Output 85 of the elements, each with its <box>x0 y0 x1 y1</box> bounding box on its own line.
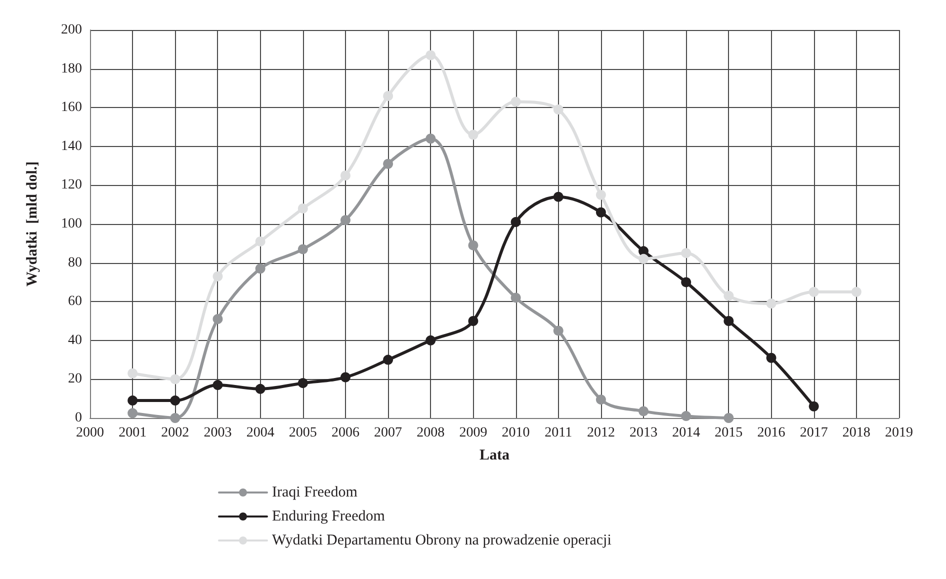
point <box>298 378 308 388</box>
y-axis-title: Wydatki [mld dol.] <box>24 161 40 287</box>
x-tick-label: 2016 <box>757 426 786 440</box>
point <box>383 158 394 169</box>
point <box>426 50 436 60</box>
point <box>724 413 734 423</box>
point <box>128 408 138 418</box>
y-tick-label: 100 <box>61 216 82 232</box>
y-tick-label: 120 <box>61 178 82 193</box>
x-tick-label: 2008 <box>416 426 445 440</box>
point <box>510 292 521 303</box>
x-tick-label: 2013 <box>630 426 658 440</box>
y-tick-label: 40 <box>68 332 82 348</box>
x-tick-label: 2002 <box>161 426 190 440</box>
point <box>468 240 478 250</box>
point <box>426 335 436 346</box>
point <box>468 316 478 326</box>
y-tick-label: 20 <box>68 372 82 387</box>
point <box>383 354 394 365</box>
point <box>298 203 308 214</box>
legend-label: Wydatki Departamentu Obrony na prowadzenie operacji <box>272 532 612 548</box>
point <box>340 170 350 180</box>
point <box>212 271 223 282</box>
point <box>596 394 606 405</box>
legend-label: Enduring Freedom <box>272 508 386 524</box>
y-tick-label: 140 <box>61 138 82 154</box>
x-tick-label: 2010 <box>502 426 530 440</box>
point <box>170 396 180 406</box>
x-tick-label: 2003 <box>204 426 232 440</box>
point <box>681 277 692 288</box>
y-tick-label: 60 <box>68 294 82 310</box>
x-tick-label: 2009 <box>459 426 488 440</box>
point <box>681 411 692 422</box>
point <box>766 298 776 309</box>
point <box>638 406 649 416</box>
point <box>468 130 478 140</box>
point <box>212 314 223 324</box>
y-tick-label: 80 <box>68 255 82 270</box>
x-tick-label: 2005 <box>288 426 317 440</box>
point <box>383 90 394 101</box>
point <box>596 190 606 200</box>
point <box>808 401 819 412</box>
x-tick-label: 2015 <box>714 426 743 440</box>
point <box>724 290 734 301</box>
y-tick-label: 200 <box>61 22 82 38</box>
point <box>255 236 266 246</box>
x-tick-label: 2001 <box>118 426 147 440</box>
point <box>553 326 564 336</box>
point <box>170 413 180 423</box>
x-tick-label: 2018 <box>842 426 870 440</box>
point <box>212 380 223 390</box>
x-tick-label: 2007 <box>374 426 402 440</box>
point <box>808 286 819 297</box>
point <box>766 352 776 363</box>
y-tick-label: 180 <box>61 61 82 76</box>
point <box>510 217 521 228</box>
x-axis-title: Lata <box>480 448 510 464</box>
y-tick-label: 160 <box>61 100 82 116</box>
x-tick-label: 2006 <box>331 426 360 440</box>
x-tick-label: 2019 <box>885 426 913 440</box>
point <box>596 207 606 218</box>
point <box>128 396 138 406</box>
point <box>426 134 436 144</box>
point <box>170 374 180 384</box>
point <box>553 104 564 115</box>
point <box>128 368 138 378</box>
point <box>638 254 649 264</box>
x-tick-label: 2014 <box>672 426 700 440</box>
x-tick-label: 2000 <box>76 426 104 440</box>
point <box>298 244 308 254</box>
point <box>340 215 350 226</box>
x-tick-label: 2012 <box>586 426 615 440</box>
point <box>255 264 266 274</box>
legend-label: Iraqi Freedom <box>272 484 358 500</box>
point <box>681 248 692 258</box>
point <box>340 372 350 382</box>
point <box>851 286 862 297</box>
x-tick-label: 2004 <box>246 426 274 440</box>
point <box>553 192 564 202</box>
x-tick-label: 2011 <box>544 426 572 440</box>
point <box>255 384 266 394</box>
x-tick-label: 2017 <box>800 426 828 440</box>
point <box>510 96 521 107</box>
y-tick-label: 0 <box>75 410 82 426</box>
point <box>724 316 734 326</box>
